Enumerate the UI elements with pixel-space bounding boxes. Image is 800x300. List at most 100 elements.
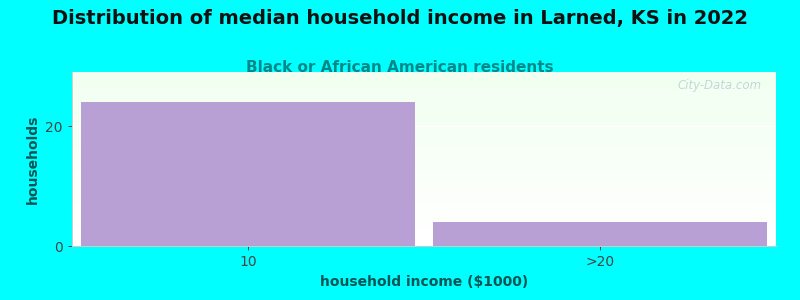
- Bar: [72, 173, 776, 174]
- Bar: [72, 90, 776, 91]
- Bar: [72, 216, 776, 217]
- Bar: [72, 238, 776, 239]
- Bar: [72, 102, 776, 103]
- Bar: [72, 178, 776, 179]
- Bar: [72, 161, 776, 162]
- Bar: [72, 99, 776, 100]
- Bar: [72, 205, 776, 206]
- Bar: [72, 202, 776, 203]
- Bar: [72, 97, 776, 98]
- Bar: [72, 111, 776, 112]
- Bar: [72, 207, 776, 208]
- Bar: [72, 243, 776, 244]
- Bar: [72, 170, 776, 171]
- Bar: [72, 139, 776, 140]
- Bar: [72, 133, 776, 134]
- Bar: [72, 202, 776, 203]
- Bar: [72, 171, 776, 172]
- Bar: [72, 214, 776, 215]
- Bar: [72, 236, 776, 237]
- Bar: [72, 104, 776, 105]
- Bar: [72, 106, 776, 107]
- Bar: [72, 141, 776, 142]
- Bar: [72, 78, 776, 79]
- Bar: [72, 196, 776, 197]
- Bar: [72, 200, 776, 201]
- Bar: [72, 103, 776, 104]
- Bar: [72, 159, 776, 160]
- Bar: [72, 92, 776, 93]
- Bar: [72, 134, 776, 135]
- Bar: [72, 145, 776, 146]
- Bar: [72, 122, 776, 123]
- Bar: [72, 218, 776, 219]
- Bar: [72, 190, 776, 191]
- Bar: [72, 194, 776, 195]
- Bar: [72, 189, 776, 190]
- Bar: [72, 237, 776, 238]
- Bar: [72, 93, 776, 94]
- Bar: [81, 102, 415, 246]
- Bar: [72, 199, 776, 200]
- Bar: [72, 209, 776, 210]
- Bar: [72, 187, 776, 188]
- Bar: [72, 169, 776, 170]
- Bar: [72, 143, 776, 144]
- Bar: [72, 186, 776, 187]
- Bar: [72, 166, 776, 167]
- Bar: [72, 95, 776, 96]
- Bar: [72, 72, 776, 73]
- Bar: [72, 75, 776, 76]
- Bar: [72, 179, 776, 180]
- Bar: [72, 198, 776, 199]
- Bar: [72, 108, 776, 109]
- Bar: [72, 219, 776, 220]
- Bar: [72, 221, 776, 222]
- Bar: [72, 244, 776, 245]
- Bar: [72, 77, 776, 78]
- Bar: [433, 222, 767, 246]
- Text: Black or African American residents: Black or African American residents: [246, 60, 554, 75]
- Bar: [72, 165, 776, 166]
- Bar: [72, 135, 776, 136]
- Bar: [72, 156, 776, 157]
- Bar: [72, 206, 776, 207]
- Bar: [72, 151, 776, 152]
- Bar: [72, 220, 776, 221]
- Bar: [72, 80, 776, 81]
- Bar: [72, 153, 776, 154]
- Bar: [72, 213, 776, 214]
- Bar: [72, 131, 776, 132]
- Bar: [72, 168, 776, 169]
- Bar: [72, 193, 776, 194]
- Bar: [72, 118, 776, 119]
- Bar: [72, 177, 776, 178]
- Bar: [72, 154, 776, 155]
- Bar: [72, 138, 776, 139]
- Bar: [72, 182, 776, 183]
- Bar: [72, 245, 776, 246]
- Bar: [72, 217, 776, 218]
- Bar: [72, 203, 776, 204]
- Bar: [72, 191, 776, 192]
- Bar: [72, 127, 776, 128]
- Bar: [72, 73, 776, 74]
- Bar: [72, 176, 776, 177]
- Bar: [72, 91, 776, 92]
- Bar: [72, 150, 776, 151]
- Bar: [72, 163, 776, 164]
- Bar: [72, 204, 776, 205]
- Bar: [72, 96, 776, 97]
- Bar: [72, 169, 776, 170]
- Bar: [72, 86, 776, 87]
- Bar: [72, 148, 776, 149]
- Bar: [72, 201, 776, 202]
- Bar: [72, 197, 776, 198]
- Bar: [72, 210, 776, 211]
- Bar: [72, 117, 776, 118]
- Bar: [72, 192, 776, 193]
- Bar: [72, 109, 776, 110]
- Bar: [72, 81, 776, 82]
- Bar: [72, 174, 776, 175]
- Bar: [72, 74, 776, 75]
